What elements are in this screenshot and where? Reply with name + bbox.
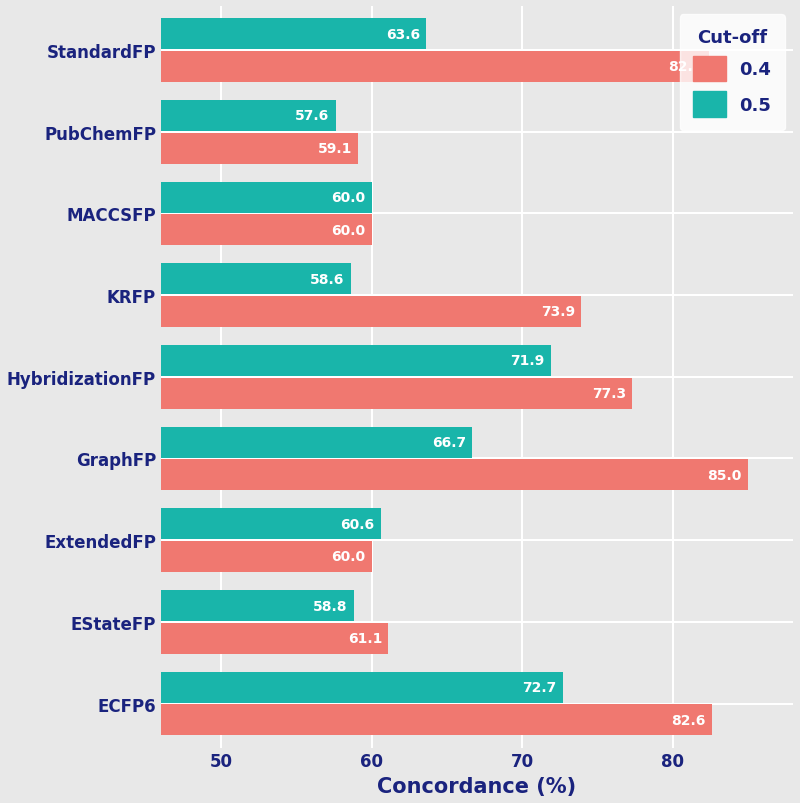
Bar xyxy=(0,590,354,622)
Text: 60.0: 60.0 xyxy=(331,223,366,238)
Text: 82.6: 82.6 xyxy=(671,713,706,727)
Bar xyxy=(0,182,372,214)
Bar xyxy=(0,508,381,540)
Text: 82.4: 82.4 xyxy=(668,60,702,75)
Bar xyxy=(0,460,748,491)
Bar xyxy=(0,541,372,573)
Text: 71.9: 71.9 xyxy=(510,354,545,368)
Bar xyxy=(0,264,350,295)
Text: 60.0: 60.0 xyxy=(331,550,366,564)
Bar xyxy=(0,345,550,377)
Bar xyxy=(0,100,335,132)
Text: 73.9: 73.9 xyxy=(541,305,575,319)
Bar xyxy=(0,704,712,736)
Text: 63.6: 63.6 xyxy=(386,27,420,42)
Bar xyxy=(0,672,562,703)
Bar xyxy=(0,296,581,328)
Text: 58.6: 58.6 xyxy=(310,272,345,287)
Text: 58.8: 58.8 xyxy=(313,599,347,613)
Bar xyxy=(0,623,388,654)
Bar xyxy=(0,215,372,246)
X-axis label: Concordance (%): Concordance (%) xyxy=(378,776,577,796)
Text: 85.0: 85.0 xyxy=(707,468,742,483)
Text: 60.6: 60.6 xyxy=(341,517,374,531)
Text: 59.1: 59.1 xyxy=(318,142,352,156)
Text: 60.0: 60.0 xyxy=(331,191,366,205)
Bar xyxy=(0,19,426,50)
Text: 61.1: 61.1 xyxy=(348,631,382,646)
Bar xyxy=(0,427,473,458)
Text: 66.7: 66.7 xyxy=(432,435,466,450)
Text: 72.7: 72.7 xyxy=(522,680,557,695)
Text: 77.3: 77.3 xyxy=(592,387,626,401)
Legend: 0.4, 0.5: 0.4, 0.5 xyxy=(679,15,785,131)
Bar xyxy=(0,133,358,165)
Text: 57.6: 57.6 xyxy=(295,109,330,123)
Bar xyxy=(0,378,632,410)
Bar xyxy=(0,52,709,83)
